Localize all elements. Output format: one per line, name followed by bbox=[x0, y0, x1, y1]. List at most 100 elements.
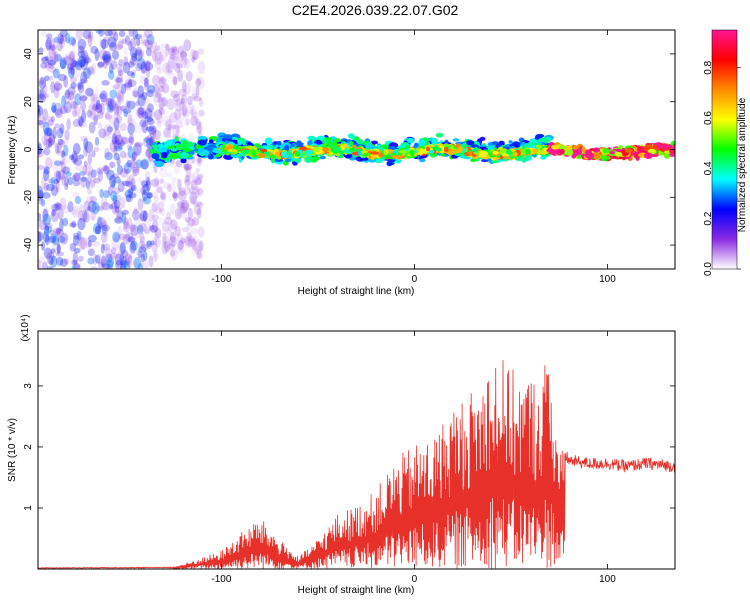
spectrogram-cell bbox=[98, 49, 108, 61]
spectrogram-cell bbox=[104, 152, 113, 161]
spectrogram-cell bbox=[72, 191, 80, 199]
spectrogram-cell bbox=[119, 253, 125, 266]
spectrogram-cell bbox=[184, 239, 193, 249]
spectrogram-cell bbox=[57, 235, 66, 244]
spectrogram-cell bbox=[132, 260, 139, 269]
spectrogram-cell bbox=[67, 201, 74, 213]
spectrogram-cell bbox=[172, 192, 178, 202]
spectrogram-cell bbox=[151, 201, 161, 209]
spectrogram-cell bbox=[133, 257, 142, 269]
spectrogram-cell bbox=[87, 31, 94, 40]
spectrogram-cell bbox=[117, 40, 124, 49]
spectrogram-cell bbox=[94, 136, 100, 146]
spectrogram-cell bbox=[72, 258, 82, 265]
spectrogram-cell bbox=[195, 185, 200, 199]
spectrogram-cell bbox=[63, 75, 68, 88]
spectrogram-cell bbox=[181, 80, 187, 94]
spectrogram-cell bbox=[87, 35, 93, 48]
spectrogram-cell bbox=[191, 49, 200, 60]
spectrogram-cell bbox=[79, 176, 88, 188]
snr-y-tick-label: 1 bbox=[23, 505, 34, 511]
spectrogram-cell bbox=[144, 62, 154, 71]
spectrogram-cell bbox=[77, 217, 86, 231]
spectrogram-cell bbox=[113, 103, 120, 116]
spectrogram-cell bbox=[82, 209, 88, 222]
spectrogram-cell bbox=[112, 173, 120, 179]
spectrogram-y-tick-label: -20 bbox=[23, 190, 34, 205]
spectrogram-cell bbox=[86, 206, 92, 212]
spectrogram-cell bbox=[54, 160, 63, 166]
spectrogram-cell bbox=[61, 95, 66, 108]
spectrogram-cell bbox=[102, 50, 111, 64]
spectrogram-cell bbox=[172, 76, 178, 87]
spectrogram-cell bbox=[154, 227, 162, 239]
spectrogram-cell bbox=[133, 249, 143, 256]
spectrogram-cell bbox=[658, 151, 664, 156]
spectrogram-cell bbox=[129, 241, 136, 254]
spectrogram-cell bbox=[79, 58, 86, 68]
spectrogram-cell bbox=[184, 178, 191, 186]
spectrogram-cell bbox=[38, 116, 46, 128]
spectrogram-cell bbox=[153, 109, 163, 121]
spectrogram-cell bbox=[96, 216, 103, 230]
spectrogram-cell bbox=[105, 97, 113, 107]
spectrogram-cell bbox=[194, 178, 203, 186]
spectrogram-cell bbox=[48, 137, 53, 144]
spectrogram-cell bbox=[43, 182, 49, 192]
spectrogram-cell bbox=[73, 263, 81, 269]
spectrogram-cell bbox=[66, 54, 75, 61]
spectrogram-cell bbox=[195, 77, 202, 87]
spectrogram-cell bbox=[111, 206, 117, 214]
spectrogram-cell bbox=[72, 101, 78, 110]
spectrogram-cell bbox=[86, 110, 93, 118]
spectrogram-cell bbox=[101, 220, 108, 231]
spectrogram-cell bbox=[160, 152, 168, 159]
spectrogram-cell bbox=[142, 136, 152, 148]
spectrogram-cell bbox=[162, 181, 172, 189]
spectrogram-cell bbox=[67, 176, 74, 186]
spectrogram-cell bbox=[132, 168, 140, 177]
spectrogram-cell bbox=[135, 63, 143, 72]
spectrogram-cell bbox=[103, 129, 110, 137]
spectrogram-cell bbox=[154, 160, 165, 168]
spectrogram-cell bbox=[185, 166, 192, 179]
spectrogram-cell bbox=[154, 182, 164, 193]
spectrogram-cell bbox=[124, 168, 130, 175]
spectrogram-cell bbox=[669, 149, 675, 154]
spectrogram-cell bbox=[127, 113, 133, 126]
spectrogram-cell bbox=[172, 75, 178, 85]
spectrogram-cell bbox=[592, 147, 601, 153]
spectrogram-cell bbox=[139, 119, 147, 128]
spectrogram-cell bbox=[112, 204, 118, 216]
spectrogram-cell bbox=[164, 120, 172, 130]
spectrogram-cell bbox=[152, 84, 160, 94]
spectrogram-cell bbox=[188, 132, 195, 145]
spectrogram-cell bbox=[174, 101, 183, 112]
spectrogram-cell bbox=[180, 51, 188, 58]
spectrogram-cell bbox=[138, 177, 143, 184]
spectrogram-cell bbox=[182, 148, 192, 153]
spectrogram-cell bbox=[51, 238, 56, 251]
spectrogram-cell bbox=[58, 207, 64, 221]
spectrogram-cell bbox=[127, 144, 132, 151]
spectrogram-cell bbox=[137, 222, 147, 232]
spectrogram-cell bbox=[101, 201, 110, 211]
spectrogram-cell bbox=[176, 208, 181, 218]
spectrogram-cell bbox=[62, 36, 68, 42]
spectrogram-cell bbox=[167, 243, 175, 251]
spectrogram-cell bbox=[44, 75, 50, 82]
spectrogram-cell bbox=[186, 218, 196, 227]
spectrogram-cell bbox=[70, 82, 77, 89]
spectrogram-cell bbox=[288, 152, 293, 160]
spectrogram-cell bbox=[113, 139, 121, 150]
spectrogram-cell bbox=[370, 140, 379, 145]
spectrogram-cell bbox=[166, 228, 173, 241]
spectrogram-cell bbox=[90, 169, 97, 178]
spectrogram-cell bbox=[99, 90, 108, 103]
spectrogram-cell bbox=[111, 122, 118, 132]
spectrogram-cell bbox=[40, 30, 47, 37]
spectrogram-cell bbox=[91, 93, 98, 102]
spectrogram-cell bbox=[44, 130, 53, 143]
spectrogram-cell bbox=[73, 158, 83, 166]
spectrogram-cell bbox=[123, 254, 133, 264]
